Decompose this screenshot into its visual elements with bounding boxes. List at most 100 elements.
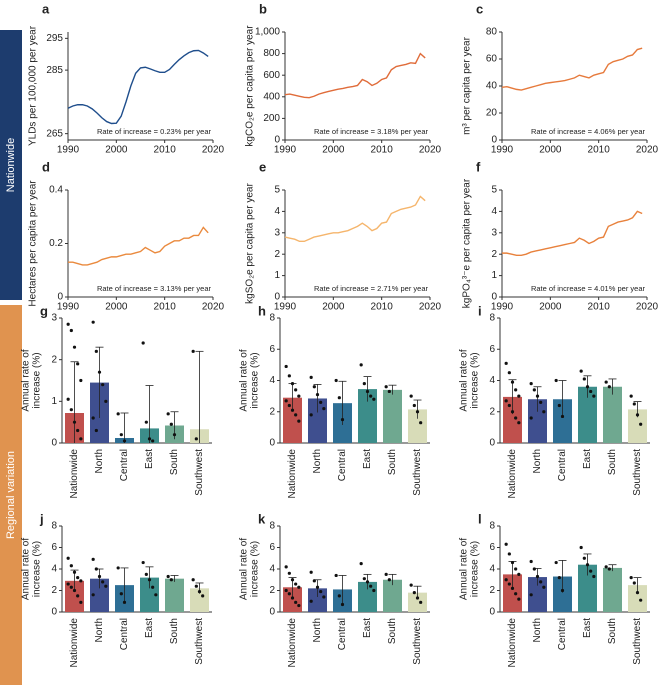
bar bbox=[503, 574, 522, 612]
x-tick-label: 2010 bbox=[154, 302, 177, 313]
y-tick-label: 0 bbox=[489, 438, 495, 449]
data-point bbox=[319, 400, 323, 404]
x-tick-label: 2020 bbox=[636, 145, 658, 156]
data-point bbox=[76, 362, 80, 366]
data-point bbox=[169, 422, 173, 426]
data-point bbox=[372, 588, 376, 593]
data-point bbox=[372, 397, 376, 401]
data-point bbox=[290, 408, 295, 412]
y-tick-label: 4 bbox=[489, 375, 495, 386]
x-tick-label: Nationwide bbox=[507, 618, 518, 668]
y-tick-label: 0 bbox=[491, 292, 497, 303]
data-line bbox=[284, 52, 426, 99]
data-point bbox=[409, 394, 413, 398]
data-point bbox=[542, 410, 546, 414]
y-axis-title: increase (%) bbox=[470, 541, 481, 597]
bar bbox=[90, 578, 109, 612]
data-point bbox=[154, 593, 158, 597]
annotation: Rate of increase = 3.13% per year bbox=[97, 284, 212, 293]
data-point bbox=[409, 583, 413, 587]
data-point bbox=[101, 580, 105, 584]
y-axis-title: Annual rate of bbox=[239, 349, 250, 411]
y-tick-label: 6 bbox=[489, 344, 495, 355]
x-tick-label: South bbox=[387, 618, 398, 644]
data-point bbox=[592, 574, 596, 579]
data-point bbox=[194, 584, 198, 588]
data-point bbox=[529, 593, 533, 597]
x-tick-label: 2000 bbox=[105, 145, 128, 156]
y-tick-label: 5 bbox=[274, 185, 280, 196]
data-point bbox=[510, 410, 515, 414]
x-tick-label: North bbox=[532, 449, 543, 473]
data-point bbox=[141, 560, 145, 565]
data-point bbox=[309, 375, 313, 379]
panel-letter: a bbox=[42, 1, 50, 16]
y-tick-label: 6 bbox=[269, 344, 275, 355]
data-point bbox=[387, 578, 391, 582]
data-point bbox=[290, 596, 295, 600]
data-point bbox=[122, 600, 127, 604]
x-tick-label: East bbox=[362, 449, 373, 469]
data-point bbox=[66, 582, 70, 586]
data-point bbox=[607, 567, 611, 571]
data-point bbox=[504, 399, 508, 403]
x-tick-label: Nationwide bbox=[287, 449, 298, 499]
data-point bbox=[607, 385, 611, 389]
y-tick-label: 2 bbox=[269, 585, 275, 596]
data-point bbox=[585, 563, 590, 567]
data-point bbox=[122, 439, 127, 443]
nationwide-band bbox=[0, 30, 22, 300]
data-point bbox=[312, 579, 316, 583]
panel-letter: d bbox=[42, 159, 50, 174]
data-point bbox=[412, 591, 416, 595]
y-axis-title: Annual rate of bbox=[21, 349, 32, 411]
data-point bbox=[592, 394, 596, 398]
y-tick-label: 8 bbox=[51, 521, 57, 532]
data-point bbox=[297, 394, 301, 398]
y-tick-label: 1 bbox=[274, 270, 280, 281]
bar bbox=[165, 578, 184, 612]
y-tick-label: 20 bbox=[486, 108, 498, 119]
x-tick-label: Southwest bbox=[412, 618, 423, 665]
data-point bbox=[582, 377, 586, 381]
data-point bbox=[147, 578, 152, 582]
panel-letter: c bbox=[476, 1, 483, 16]
data-point bbox=[172, 433, 177, 437]
annotation: Rate of increase = 2.71% per year bbox=[314, 284, 429, 293]
x-tick-label: North bbox=[94, 449, 105, 473]
data-point bbox=[504, 542, 508, 546]
y-tick-label: 1 bbox=[491, 270, 497, 281]
data-point bbox=[116, 566, 120, 570]
data-point bbox=[384, 572, 388, 576]
data-point bbox=[334, 378, 338, 383]
data-point bbox=[514, 567, 518, 571]
data-point bbox=[514, 592, 518, 596]
y-axis-title: kgPO₄³⁻e per capita per year bbox=[462, 178, 473, 308]
data-point bbox=[169, 578, 173, 582]
y-tick-label: 1,000 bbox=[255, 27, 280, 38]
data-point bbox=[151, 439, 155, 443]
data-point bbox=[79, 378, 83, 383]
data-point bbox=[384, 385, 388, 389]
bar bbox=[383, 579, 402, 612]
band-label: Regional variation bbox=[5, 451, 17, 539]
data-point bbox=[97, 370, 102, 374]
data-point bbox=[94, 567, 98, 571]
band-label: Nationwide bbox=[5, 138, 17, 192]
data-point bbox=[415, 410, 420, 414]
data-point bbox=[629, 576, 633, 580]
x-tick-label: Nationwide bbox=[287, 618, 298, 668]
data-point bbox=[66, 397, 70, 401]
panel-letter: g bbox=[40, 303, 48, 318]
y-tick-label: 0 bbox=[269, 438, 275, 449]
y-tick-label: 2 bbox=[51, 585, 57, 596]
x-tick-label: North bbox=[94, 618, 105, 642]
x-tick-label: 1990 bbox=[57, 302, 80, 313]
data-point bbox=[294, 600, 298, 604]
data-point bbox=[517, 572, 521, 576]
x-tick-label: 2010 bbox=[154, 145, 177, 156]
x-tick-label: Central bbox=[119, 449, 130, 481]
x-tick-label: Central bbox=[119, 618, 130, 650]
x-tick-label: North bbox=[312, 449, 323, 473]
data-point bbox=[415, 596, 420, 600]
